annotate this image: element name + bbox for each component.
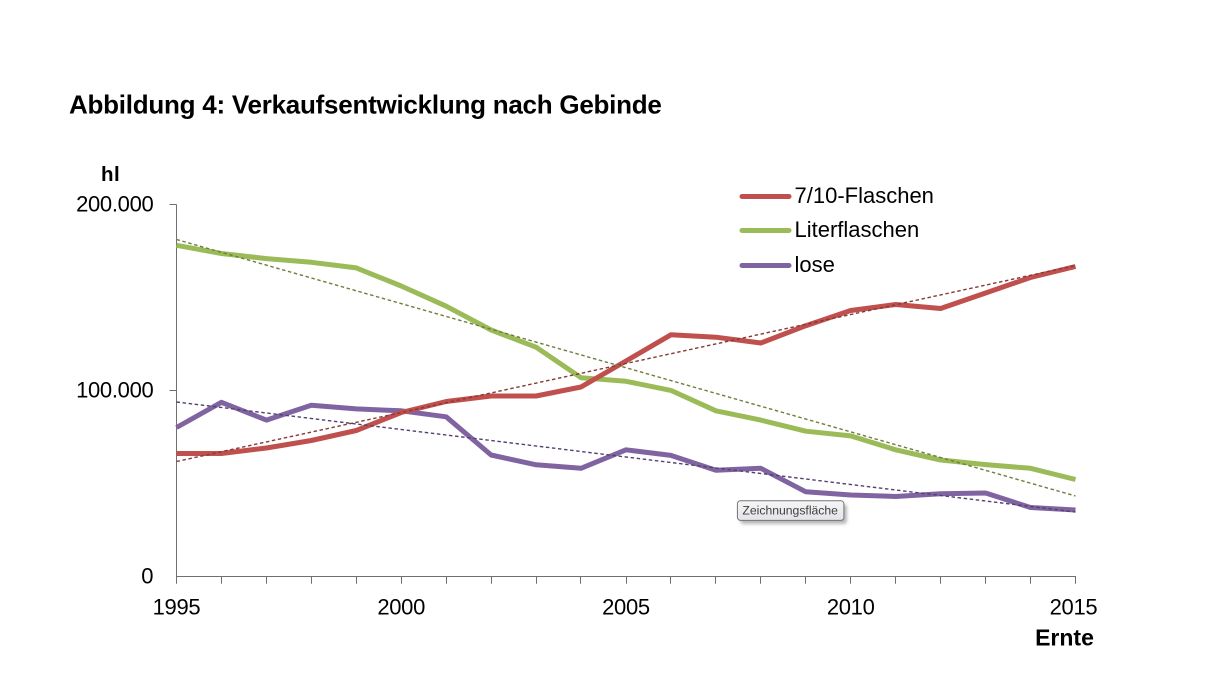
svg-text:2000: 2000	[377, 595, 425, 620]
svg-text:2015: 2015	[1050, 595, 1098, 620]
svg-text:2005: 2005	[602, 595, 650, 620]
svg-text:200.000: 200.000	[76, 192, 153, 217]
svg-text:Ernte: Ernte	[1035, 625, 1094, 651]
svg-text:lose: lose	[795, 252, 835, 277]
svg-text:2010: 2010	[827, 595, 875, 620]
svg-text:1995: 1995	[153, 595, 201, 620]
svg-text:Zeichnungsfläche: Zeichnungsfläche	[742, 504, 838, 518]
svg-text:Abbildung 4: Verkaufsentwicklu: Abbildung 4: Verkaufsentwicklung nach Ge…	[69, 90, 662, 120]
svg-text:hl: hl	[101, 163, 120, 186]
svg-text:Literflaschen: Literflaschen	[795, 217, 920, 242]
svg-text:100.000: 100.000	[76, 378, 153, 403]
svg-text:7/10-Flaschen: 7/10-Flaschen	[795, 183, 934, 208]
svg-text:0: 0	[141, 564, 153, 589]
